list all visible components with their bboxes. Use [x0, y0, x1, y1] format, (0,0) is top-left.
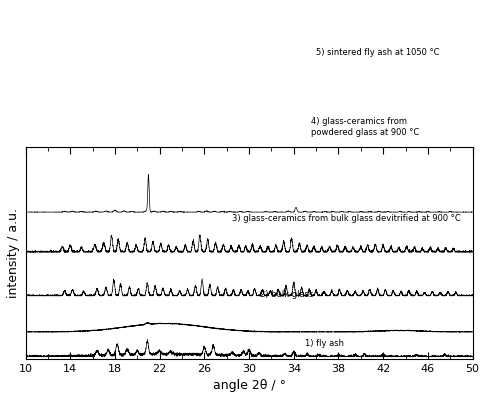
- Text: 3) glass-ceramics from bulk glass devitrified at 900 °C: 3) glass-ceramics from bulk glass devitr…: [232, 213, 461, 223]
- X-axis label: angle 2θ / °: angle 2θ / °: [212, 379, 286, 392]
- Y-axis label: intensity / a.u.: intensity / a.u.: [7, 208, 20, 298]
- Text: 4) glass-ceramics from
powdered glass at 900 °C: 4) glass-ceramics from powdered glass at…: [310, 117, 419, 137]
- Text: 5) sintered fly ash at 1050 °C: 5) sintered fly ash at 1050 °C: [316, 48, 440, 57]
- Text: 1) fly ash: 1) fly ash: [305, 339, 344, 348]
- Text: 2) bulk glass: 2) bulk glass: [260, 290, 314, 299]
